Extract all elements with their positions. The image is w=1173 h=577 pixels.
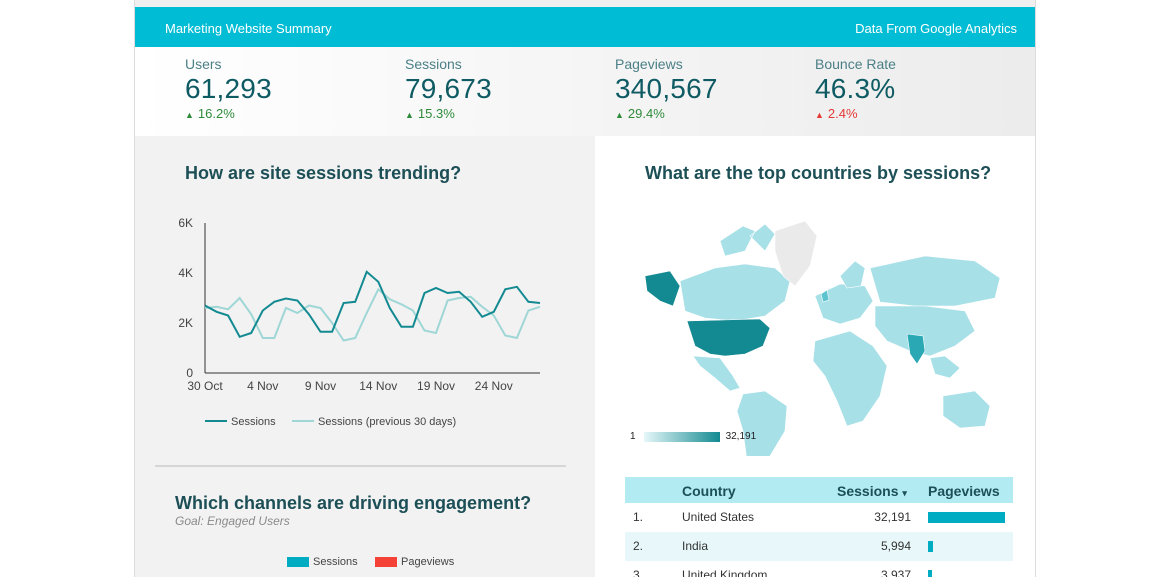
map-region-canada <box>679 263 791 322</box>
country-cell: United States <box>682 510 755 524</box>
data-source-label: Data From Google Analytics <box>855 21 1017 36</box>
map-region-south-america <box>736 390 788 456</box>
map-region-india <box>906 333 926 365</box>
section-divider <box>155 465 566 467</box>
map-region-mexico <box>692 355 741 392</box>
legend-sessions[interactable]: Sessions <box>287 556 358 568</box>
map-region-scandinavia <box>839 260 866 289</box>
kpi-value: 46.3% <box>815 73 896 104</box>
x-tick-label: 9 Nov <box>305 379 336 393</box>
table-row[interactable]: 3. United Kingdom 3,937 <box>625 561 1013 577</box>
rank-cell: 3. <box>633 568 644 577</box>
map-region-united-states <box>686 318 771 357</box>
channels-heading: Which channels are driving engagement? <box>175 493 532 513</box>
rank-cell: 2. <box>633 539 644 553</box>
map-region-asia <box>874 305 976 357</box>
country-cell: United Kingdom <box>682 568 768 577</box>
map-region-se-asia <box>929 355 961 379</box>
kpi-change: ▲ 29.4% <box>615 106 665 121</box>
kpi-sessions[interactable]: Sessions 79,673 ▲ 15.3% <box>405 56 492 121</box>
scale-min-label: 1 <box>630 431 636 442</box>
x-tick-label: 14 Nov <box>359 379 397 393</box>
page-border-left <box>134 0 135 577</box>
sessions-cell: 5,994 <box>880 539 911 553</box>
report-page: Marketing Website Summary Data From Goog… <box>135 0 1035 577</box>
legend-swatch <box>287 557 309 567</box>
pageviews-bar <box>928 570 932 577</box>
kpi-change: ▲ 16.2% <box>185 106 235 121</box>
countries-table: Country Sessions ▾ Pageviews 1. United S… <box>625 477 1013 577</box>
arrow-up-icon: ▲ <box>815 110 824 120</box>
legend-label: Sessions (previous 30 days) <box>318 416 456 428</box>
map-region-greenland <box>774 220 818 287</box>
sessions-trend-chart[interactable]: 0 2K 4K 6K 30 Oct 4 Nov 9 Nov 14 Nov 19 Nov 24 No… <box>135 206 595 516</box>
map-region-alaska <box>644 270 681 307</box>
map-region-arctic-islands <box>719 223 776 257</box>
right-panel: What are the top countries by sessions? <box>595 136 1035 577</box>
legend-label: Sessions <box>231 416 276 428</box>
kpi-label: Bounce Rate <box>815 56 896 72</box>
kpi-change: ▲ 15.3% <box>405 106 455 121</box>
map-region-europe <box>814 283 874 325</box>
map-region-africa <box>812 330 888 427</box>
kpi-change: ▲ 2.4% <box>815 106 858 121</box>
previous-sessions-series-line <box>204 287 541 342</box>
arrow-up-icon: ▲ <box>405 110 414 120</box>
legend-pageviews[interactable]: Pageviews <box>375 556 454 568</box>
map-region-australia <box>942 390 991 429</box>
x-tick-label: 4 Nov <box>247 379 278 393</box>
kpi-bounce-rate[interactable]: Bounce Rate 46.3% ▲ 2.4% <box>815 56 896 121</box>
kpi-value: 340,567 <box>615 73 718 104</box>
sessions-cell: 32,191 <box>874 510 911 524</box>
column-header-country[interactable]: Country <box>682 483 736 499</box>
scale-max-label: 32,191 <box>725 431 757 442</box>
arrow-up-icon: ▲ <box>185 110 194 120</box>
pageviews-bar <box>928 541 933 552</box>
table-row[interactable]: 1. United States 32,191 <box>625 503 1013 532</box>
y-tick-label: 2K <box>178 316 193 330</box>
table-header: Country Sessions ▾ Pageviews <box>625 477 1013 503</box>
column-header-pageviews[interactable]: Pageviews <box>928 483 1000 499</box>
left-panel: How are site sessions trending? 0 2K 4K 6K 3… <box>135 136 595 577</box>
sort-desc-icon: ▾ <box>902 488 907 498</box>
kpi-users[interactable]: Users 61,293 ▲ 16.2% <box>185 56 272 121</box>
page-border-right <box>1035 0 1036 577</box>
kpi-value: 79,673 <box>405 73 492 104</box>
table-row[interactable]: 2. India 5,994 <box>625 532 1013 561</box>
x-tick-label: 19 Nov <box>417 379 455 393</box>
rank-cell: 1. <box>633 510 644 524</box>
report-header: Marketing Website Summary Data From Goog… <box>135 7 1035 47</box>
y-tick-label: 0 <box>186 366 193 380</box>
map-color-scale: 1 32,191 <box>630 431 756 442</box>
kpi-label: Pageviews <box>615 56 683 72</box>
channels-goal: Goal: Engaged Users <box>175 514 290 528</box>
y-tick-label: 4K <box>178 266 193 280</box>
scale-gradient <box>643 431 720 442</box>
pageviews-bar <box>928 512 1005 523</box>
kpi-pageviews[interactable]: Pageviews 340,567 ▲ 29.4% <box>615 56 718 121</box>
map-region-russia <box>869 255 1001 307</box>
kpi-label: Users <box>185 56 222 72</box>
world-map[interactable] <box>625 206 1025 456</box>
x-tick-label: 24 Nov <box>475 379 513 393</box>
kpi-value: 61,293 <box>185 73 272 104</box>
sessions-cell: 3,937 <box>880 568 911 577</box>
kpi-label: Sessions <box>405 56 462 72</box>
kpi-scorecards: Users 61,293 ▲ 16.2% Sessions 79,673 ▲ 15.… <box>135 47 1035 136</box>
x-tick-label: 30 Oct <box>187 379 223 393</box>
column-header-sessions[interactable]: Sessions ▾ <box>837 483 907 499</box>
country-cell: India <box>682 539 709 553</box>
sessions-series-line <box>204 270 541 339</box>
arrow-up-icon: ▲ <box>615 110 624 120</box>
y-tick-label: 6K <box>178 216 193 230</box>
map-region-united-kingdom <box>820 289 830 303</box>
map-heading: What are the top countries by sessions? <box>645 163 992 183</box>
report-title: Marketing Website Summary <box>165 21 332 36</box>
legend-swatch <box>375 557 397 567</box>
trend-heading: How are site sessions trending? <box>185 163 462 183</box>
